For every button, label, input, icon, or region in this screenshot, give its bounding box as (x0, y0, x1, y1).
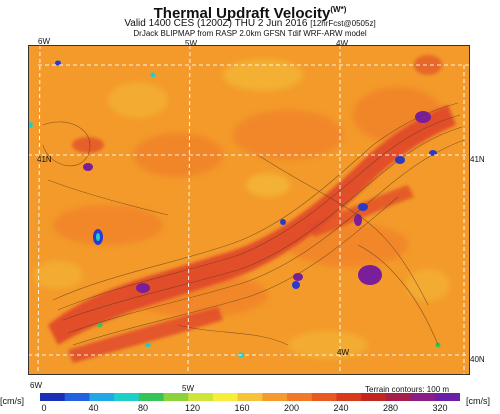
colorbar-segment (262, 393, 288, 401)
colorbar-segment (138, 393, 165, 401)
cool-patch-northwest (108, 82, 168, 118)
thermal-velocity-map (28, 45, 470, 375)
cool-patch-east (406, 269, 450, 301)
contour-2 (57, 114, 461, 311)
peak-cells (83, 111, 431, 293)
cool-patch-north (223, 59, 303, 91)
forecast-info-text: [12hrFcst@0505z] (310, 19, 376, 28)
lon-label-bottom-6w: 6W (30, 381, 42, 390)
colorbar-tick-label: 80 (137, 403, 149, 413)
colorbar-tick-label: 320 (432, 403, 448, 413)
colorbar-units-right: [cm/s] (466, 396, 490, 406)
contour-10 (177, 324, 289, 346)
colorbar-segment (361, 393, 387, 401)
lon-label-bottom-5w: 5W (182, 384, 194, 393)
colorbar-segment (89, 393, 115, 401)
colorbar-tick-label: 160 (234, 403, 250, 413)
contour-1 (52, 102, 459, 301)
valid-time-line: Valid 1400 CES (1200Z) THU 2 Jun 2016 [1… (0, 18, 500, 29)
blue-spot-5 (292, 281, 300, 289)
lat-label-right-41n: 41N (470, 155, 485, 164)
blue-spot-1-core (96, 233, 100, 241)
hot-ridges (48, 55, 456, 363)
contour-8 (257, 154, 429, 306)
lon-label-inner-4w: 4W (337, 348, 349, 357)
peak-cell-west (136, 283, 150, 293)
model-source-line: DrJack BLIPMAP from RASP 2.0km GFSN Tdif… (133, 29, 367, 38)
cyan-spot-2 (28, 122, 33, 128)
peak-cell-northwest (83, 163, 93, 171)
colorbar-tick-label: 280 (382, 403, 399, 413)
graticule (28, 45, 470, 375)
blue-spot-6 (55, 60, 61, 66)
colorbar-tick-label: 200 (283, 403, 300, 413)
colorbar-tick-label: 40 (88, 403, 99, 413)
colorbar-units-left: [cm/s] (0, 396, 24, 406)
colorbar-segment (287, 393, 313, 401)
ridge-south (68, 307, 223, 363)
cyan-spot-4 (145, 343, 151, 347)
warm-patch-4 (53, 205, 163, 245)
cool-patch-south (288, 331, 368, 359)
peak-cell-northeast (415, 111, 431, 123)
ridge-main (48, 105, 456, 345)
blue-spot-2 (395, 156, 405, 164)
colorbar-segment (435, 393, 460, 401)
contour-9 (357, 244, 439, 346)
colorbar-segment (336, 393, 362, 401)
hot-spot-northwest (72, 137, 104, 153)
lon-label-top-5w: 5W (185, 39, 197, 48)
lat-label-left-41n: 41N (37, 155, 52, 164)
contour-7 (47, 179, 169, 216)
peak-cell-center (293, 273, 303, 281)
colorbar-segment (237, 393, 263, 401)
contour-5 (72, 196, 399, 346)
colorbar-segment (114, 393, 140, 401)
cool-patch-center (246, 173, 290, 197)
map-title: Thermal Updraft Velocity(W*) (0, 2, 500, 22)
colorbar-tick-label: 240 (333, 403, 349, 413)
lat-label-right-40n: 40N (470, 355, 485, 364)
colorbar-segment (64, 393, 90, 401)
contour-4 (67, 139, 465, 334)
colorbar-segment (188, 393, 214, 401)
colorbar-segment (311, 393, 337, 401)
blue-spot-7 (280, 219, 286, 225)
cool-patches (33, 59, 450, 359)
colorbar-tick-label: 0 (41, 403, 47, 413)
gridline-lon-5w (187, 45, 191, 375)
colorbar-segment (212, 393, 239, 401)
cool-patch-west (33, 261, 83, 289)
warm-patch-2 (233, 110, 343, 160)
valid-time-text: Valid 1400 CES (1200Z) THU 2 Jun 2016 (124, 18, 308, 29)
peak-cell-ridge (354, 214, 362, 226)
green-spot-1 (97, 322, 103, 328)
peak-cell-east (358, 265, 382, 285)
terrain-contours (42, 102, 465, 346)
gridline-lon-6w (37, 45, 41, 375)
colorbar-tick-label: 120 (184, 403, 201, 413)
colorbar-segment (163, 393, 189, 401)
terrain-contours-note: Terrain contours: 100 m (365, 385, 450, 394)
colorbar (40, 393, 460, 401)
colorbar-segment (40, 393, 66, 401)
ridge-east (308, 185, 414, 237)
colorbar-segment (410, 393, 436, 401)
cyan-spot-1 (150, 72, 156, 78)
map-title-text: Thermal Updraft Velocity (153, 5, 331, 22)
contour-6 (42, 121, 91, 167)
lon-label-top-4w: 4W (336, 39, 348, 48)
colorbar-segment (385, 393, 412, 401)
map-frame (28, 45, 470, 375)
lon-label-top-6w: 6W (38, 37, 50, 46)
contour-3 (62, 126, 463, 321)
map-title-superscript: (W*) (330, 5, 347, 14)
hot-spot-northeast (414, 55, 442, 75)
